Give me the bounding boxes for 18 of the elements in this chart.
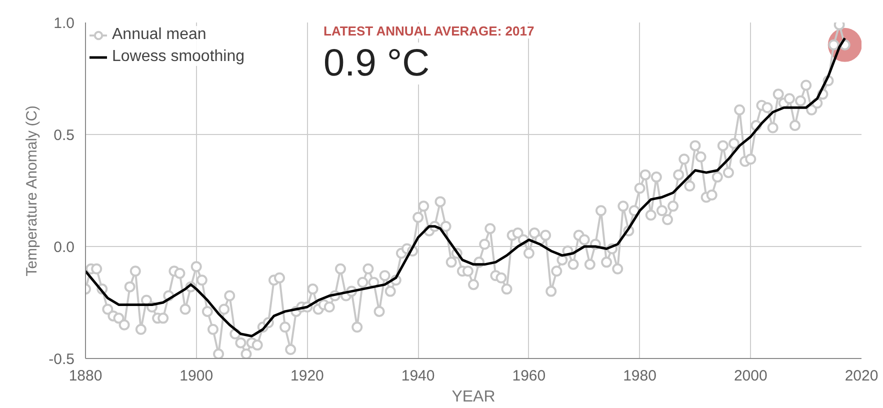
x-tick-label: 2000 (734, 368, 768, 384)
y-tick-label: 1.0 (54, 15, 75, 32)
annotation: LATEST ANNUAL AVERAGE: 2017 (324, 24, 534, 38)
x-tick-label: 1980 (623, 368, 656, 384)
x-axis-title: YEAR (452, 388, 496, 406)
x-tick-label: 1900 (180, 368, 214, 384)
x-tick-label: 1940 (401, 368, 435, 384)
x-tick-label: 1920 (290, 368, 324, 384)
legend-label: Lowess smoothing (112, 48, 245, 66)
y-tick-label: -0.5 (48, 351, 75, 368)
x-tick-label: 1880 (68, 368, 102, 384)
x-tick-label: 1960 (512, 368, 546, 384)
annotation: 0.9 °C (324, 42, 430, 84)
legend-label: Annual mean (112, 26, 206, 44)
y-tick-label: 0.5 (54, 127, 75, 144)
y-tick-label: 0.0 (54, 239, 75, 256)
y-axis-title: Temperature Anomaly (C) (24, 105, 41, 276)
x-tick-label: 2020 (844, 368, 878, 384)
